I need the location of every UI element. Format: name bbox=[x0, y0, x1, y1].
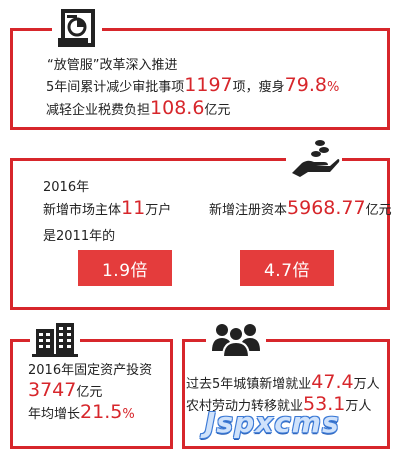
reform-title: “放管服”改革深入推进 bbox=[47, 58, 178, 73]
document-pie-chart-icon bbox=[52, 6, 102, 52]
investment-unit: 亿元 bbox=[76, 385, 103, 400]
market-entity-line: 新增市场主体11万户 bbox=[43, 199, 171, 218]
urban-employment-unit: 万人 bbox=[353, 377, 380, 392]
tax-line: 减轻企业税费负担108.6亿元 bbox=[46, 99, 230, 118]
capital-line: 新增注册资本5968.77亿元 bbox=[209, 199, 392, 218]
hand-holding-coins-icon bbox=[286, 136, 342, 180]
investment-value-line: 3747亿元 bbox=[28, 381, 102, 400]
investment-value: 3747 bbox=[28, 379, 77, 401]
market-ratio-box: 1.9倍 bbox=[78, 250, 172, 286]
urban-employment-label: 过去5年城镇新增就业 bbox=[186, 377, 312, 392]
market-entity-value: 11 bbox=[121, 197, 146, 219]
growth-percent-sign: % bbox=[122, 407, 135, 422]
tax-unit: 亿元 bbox=[204, 103, 231, 118]
year-label: 2016年 bbox=[43, 180, 90, 195]
compare-label: 是2011年的 bbox=[43, 229, 116, 244]
rural-transfer-label: 农村劳动力转移就业 bbox=[186, 399, 304, 414]
rural-transfer-value: 53.1 bbox=[303, 393, 346, 415]
approval-label: 5年间累计减少审批事项 bbox=[46, 80, 185, 95]
approval-line: 5年间累计减少审批事项1197项，瘦身79.8% bbox=[46, 76, 339, 95]
rural-transfer-unit: 万人 bbox=[345, 399, 372, 414]
growth-label: 年均增长 bbox=[28, 407, 81, 422]
urban-employment-line: 过去5年城镇新增就业47.4万人 bbox=[186, 373, 380, 392]
capital-ratio-box: 4.7倍 bbox=[240, 250, 334, 286]
capital-value: 5968.77 bbox=[287, 197, 366, 219]
tax-label: 减轻企业税费负担 bbox=[46, 103, 151, 118]
urban-employment-value: 47.4 bbox=[311, 371, 354, 393]
approval-percent-sign: % bbox=[326, 80, 340, 95]
approval-percent: 79.8 bbox=[284, 74, 327, 96]
rural-transfer-line: 农村劳动力转移就业53.1万人 bbox=[186, 395, 371, 414]
watermark: Jspxcms bbox=[205, 406, 340, 439]
group-of-people-icon bbox=[206, 320, 266, 360]
tax-value: 108.6 bbox=[150, 97, 205, 119]
investment-title: 2016年固定资产投资 bbox=[28, 363, 153, 378]
growth-line: 年均增长21.5% bbox=[28, 403, 135, 422]
market-entity-label: 新增市场主体 bbox=[43, 203, 122, 218]
market-entity-unit: 万户 bbox=[145, 203, 172, 218]
capital-unit: 亿元 bbox=[365, 203, 392, 218]
growth-value: 21.5 bbox=[80, 401, 123, 423]
approval-count: 1197 bbox=[184, 74, 233, 96]
capital-label: 新增注册资本 bbox=[209, 203, 288, 218]
office-buildings-icon bbox=[30, 320, 80, 358]
approval-mid: 项，瘦身 bbox=[232, 80, 285, 95]
